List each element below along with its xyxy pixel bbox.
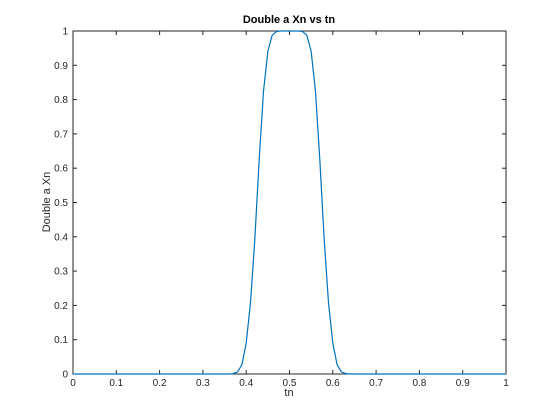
y-tick-label: 0.5 [54,198,68,209]
x-tick-label: 0.7 [369,378,383,389]
plot-area [73,30,506,375]
x-tick-label: 1 [503,378,509,389]
series-line-1 [73,30,506,375]
x-tick-label: 0.4 [239,378,253,389]
y-tick-label: 0.1 [54,335,68,346]
y-axis-label: Double a Xn [41,172,53,233]
x-tick-label: 0.2 [153,378,167,389]
x-tick-label: 0.9 [456,378,470,389]
x-tick-label: 0.5 [283,378,297,389]
y-tick-label: 0 [62,370,68,381]
x-tick-label: 0.1 [109,378,123,389]
axes: 0 0.1 0.2 0.3 0.4 0.5 0.6 0.7 0.8 0.9 1 0 0.1 0.2 0.3 0… [54,27,509,390]
y-tick-label: 0.2 [54,301,68,312]
x-axis-label: tn [284,387,293,399]
x-tick-label: 0.3 [196,378,210,389]
y-tick-label: 0.8 [54,95,68,106]
y-tick-label: 0.9 [54,61,68,72]
y-tick-label: 0.7 [54,129,68,140]
y-tick-label: 0.4 [54,232,68,243]
x-tick-label: 0 [70,378,76,389]
chart-title: Double a Xn vs tn [243,14,336,26]
axes-box [72,30,507,375]
x-tick-label: 0.8 [412,378,426,389]
y-tick-label: 0.3 [54,267,68,278]
y-tick-label: 0.6 [54,164,68,175]
y-tick-label: 1 [62,27,68,38]
x-tick-label: 0.6 [326,378,340,389]
